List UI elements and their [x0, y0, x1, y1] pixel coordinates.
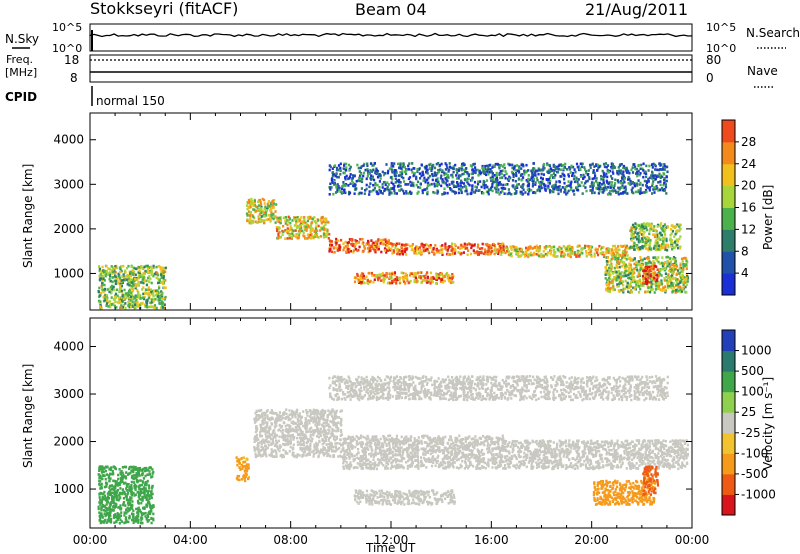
power-panel: 1000 2000 3000 4000 Slant Range [km] 4 8 12 16… — [21, 112, 775, 311]
scatter-region — [235, 456, 250, 483]
colorbar-swatch — [722, 371, 735, 393]
velocity-colorbar-tick: 500 — [741, 364, 764, 378]
nsky-trace — [89, 30, 693, 51]
colorbar-swatch — [722, 432, 735, 454]
count-top-tick-right: 10^5 — [706, 21, 736, 34]
colorbar-swatch — [722, 229, 735, 252]
velocity-panel: 1000 2000 3000 4000 00:00 04:00 08:00 12:00 16:… — [21, 317, 776, 554]
power-colorbar-tick: 8 — [741, 244, 749, 258]
freq-tick-bottom: 8 — [70, 71, 78, 85]
ytick-label: 3000 — [53, 387, 84, 401]
freq-label: Freq. — [6, 53, 33, 66]
count-bottom-tick-right: 10^0 — [706, 42, 736, 55]
colorbar-swatch — [722, 350, 735, 372]
power-colorbar-tick: 24 — [741, 157, 756, 171]
velocity-plot-frame — [89, 317, 693, 529]
scatter-region — [328, 375, 669, 402]
date-title: 21/Aug/2011 — [585, 0, 688, 19]
ytick-label: 3000 — [53, 177, 84, 191]
velocity-colorbar-tick: -1000 — [741, 487, 776, 501]
count-top-tick-left: 10^5 — [52, 21, 82, 34]
colorbar-swatch — [722, 412, 735, 434]
colorbar-swatch — [722, 163, 735, 187]
xtick-label: 12:00 — [374, 533, 409, 547]
scatter-region — [328, 237, 393, 254]
colorbar-swatch — [722, 120, 735, 143]
power-colorbar-tick: 12 — [741, 222, 756, 236]
xtick-label: 04:00 — [173, 533, 208, 547]
xtick-label: 00:00 — [675, 533, 710, 547]
ytick-label: 2000 — [53, 435, 84, 449]
xtick-label: 08:00 — [273, 533, 308, 547]
velocity-colorbar-tick: 25 — [741, 405, 756, 419]
power-ylabel: Slant Range [km] — [21, 164, 35, 268]
colorbar-swatch — [722, 330, 735, 352]
scatter-region — [604, 255, 689, 294]
scatter-region — [340, 434, 507, 471]
velocity-colorbar-tick: -100 — [741, 446, 768, 460]
cpid-label: CPID — [5, 90, 37, 104]
nave-tick-top: 80 — [706, 53, 721, 67]
beam-title: Beam 04 — [355, 0, 427, 19]
velocity-colorbar-tick: 1000 — [741, 344, 772, 358]
power-colorbar-tick: 4 — [741, 266, 749, 280]
cpid-value: normal 150 — [96, 94, 165, 108]
scatter-region — [641, 264, 659, 285]
scatter-region — [275, 215, 331, 240]
power-colorbar-tick: 20 — [741, 179, 756, 193]
xtick-label: 00:00 — [73, 533, 108, 547]
freq-unit: [MHz] — [5, 66, 37, 79]
count-bottom-tick-left: 10^0 — [52, 42, 82, 55]
scatter-region — [253, 408, 343, 459]
scatter-region — [245, 197, 278, 225]
colorbar-swatch — [722, 185, 735, 208]
scatter-region — [353, 489, 456, 506]
velocity-xlabel: Time UT — [365, 541, 416, 554]
nsky-label: N.Sky — [5, 32, 39, 46]
colorbar-swatch — [722, 251, 735, 274]
ytick-label: 1000 — [53, 482, 84, 496]
colorbar-swatch — [722, 207, 735, 230]
colorbar-swatch — [722, 453, 735, 475]
nave-label: Nave — [747, 64, 778, 78]
velocity-colorbar-label: Velocity [m s⁻¹] — [761, 377, 775, 470]
power-colorbar-label: Power [dB] — [761, 185, 775, 250]
xtick-label: 20:00 — [574, 533, 609, 547]
ytick-label: 4000 — [53, 340, 84, 354]
nsearch-label: N.Search — [746, 26, 800, 40]
freq-strip — [89, 54, 693, 83]
velocity-colorbar-tick: 100 — [741, 385, 764, 399]
velocity-colorbar-tick: -500 — [741, 467, 768, 481]
scatter-region — [328, 162, 669, 196]
colorbar-swatch — [722, 273, 735, 296]
count-strip — [89, 23, 693, 52]
station-title: Stokkseyri (fitACF) — [90, 0, 238, 18]
scatter-region — [97, 465, 155, 525]
scatter-region — [629, 222, 682, 252]
ytick-label: 1000 — [53, 266, 84, 280]
xtick-label: 16:00 — [474, 533, 509, 547]
scatter-region — [97, 264, 168, 310]
velocity-colorbar-tick: -25 — [741, 426, 761, 440]
ytick-label: 2000 — [53, 222, 84, 236]
colorbar-swatch — [722, 473, 735, 495]
scatter-region — [592, 479, 657, 506]
ytick-label: 4000 — [53, 133, 84, 147]
scatter-region — [391, 242, 506, 256]
nave-tick-bottom: 0 — [706, 71, 714, 85]
velocity-ylabel: Slant Range [km] — [21, 364, 35, 468]
colorbar-swatch — [722, 391, 735, 413]
freq-tick-top: 18 — [64, 53, 79, 67]
scatter-region — [353, 271, 455, 285]
power-colorbar-tick: 28 — [741, 135, 756, 149]
scatter-region — [642, 465, 660, 496]
colorbar-swatch — [722, 494, 735, 516]
colorbar-swatch — [722, 141, 735, 165]
scatter-region — [504, 244, 632, 259]
power-colorbar-tick: 16 — [741, 201, 756, 215]
